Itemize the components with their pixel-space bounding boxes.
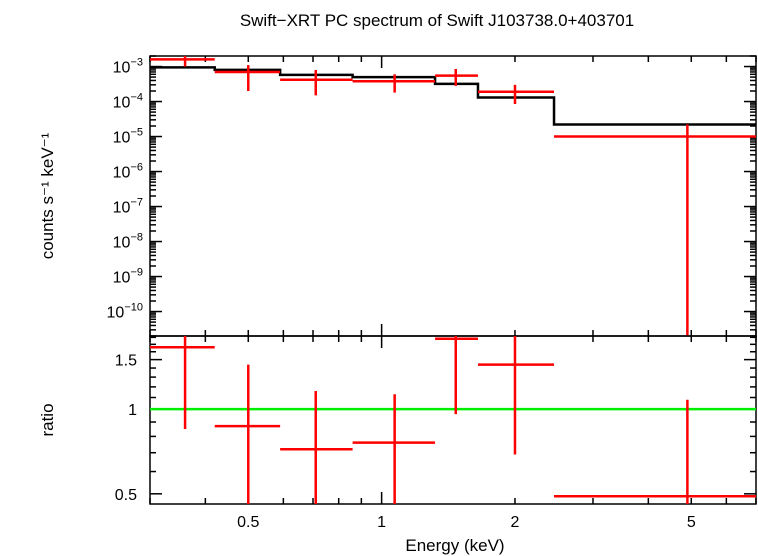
xtick-label: 0.5: [237, 514, 259, 531]
xlabel: Energy (keV): [405, 536, 504, 555]
ratio-data-point: [435, 336, 478, 415]
spectrum-data-point: [554, 124, 756, 336]
upper-ylabel: counts s⁻¹ keV⁻¹: [38, 132, 57, 259]
ratio-data-point: [214, 364, 281, 504]
upper-ytick-label: 10−3: [113, 57, 143, 77]
spectrum-data-point: [214, 65, 281, 91]
ratio-data-point: [477, 336, 555, 455]
lower-frame: [149, 335, 757, 505]
xtick-label: 1: [377, 514, 386, 531]
ratio-data-point: [280, 391, 353, 504]
ratio-data-point: [554, 399, 756, 504]
spectrum-data-point: [150, 56, 215, 67]
upper-ytick-label: 10−10: [107, 302, 143, 322]
upper-ytick-label: 10−8: [113, 232, 143, 252]
upper-ytick-label: 10−5: [113, 127, 143, 147]
ratio-panel: 0.5 1 1.5 0.5 1 2 5: [115, 335, 757, 531]
spectrum-data-point: [435, 69, 478, 86]
upper-ytick-label: 10−9: [113, 267, 143, 287]
lower-ytick-label: 1.5: [115, 353, 137, 370]
xtick-label: 5: [687, 514, 696, 531]
lower-ylabel: ratio: [38, 403, 57, 436]
lower-ytick-label: 0.5: [115, 487, 137, 504]
ratio-data-point: [352, 394, 436, 504]
upper-ytick-label: 10−7: [113, 197, 143, 217]
spectrum-data-point: [352, 74, 436, 93]
spectrum-panel: 10−3 10−4 10−5 10−6 10−7 10−8 10−9 10−10: [107, 55, 757, 337]
spectrum-data-point: [477, 84, 555, 105]
xtick-label: 2: [511, 514, 520, 531]
chart-title: Swift−XRT PC spectrum of Swift J103738.0…: [240, 11, 634, 30]
spectrum-data-point: [280, 69, 353, 96]
upper-ytick-label: 10−6: [113, 162, 143, 182]
lower-ytick-label: 1: [128, 402, 137, 419]
ratio-data-point: [150, 336, 215, 429]
upper-ytick-label: 10−4: [113, 92, 143, 112]
